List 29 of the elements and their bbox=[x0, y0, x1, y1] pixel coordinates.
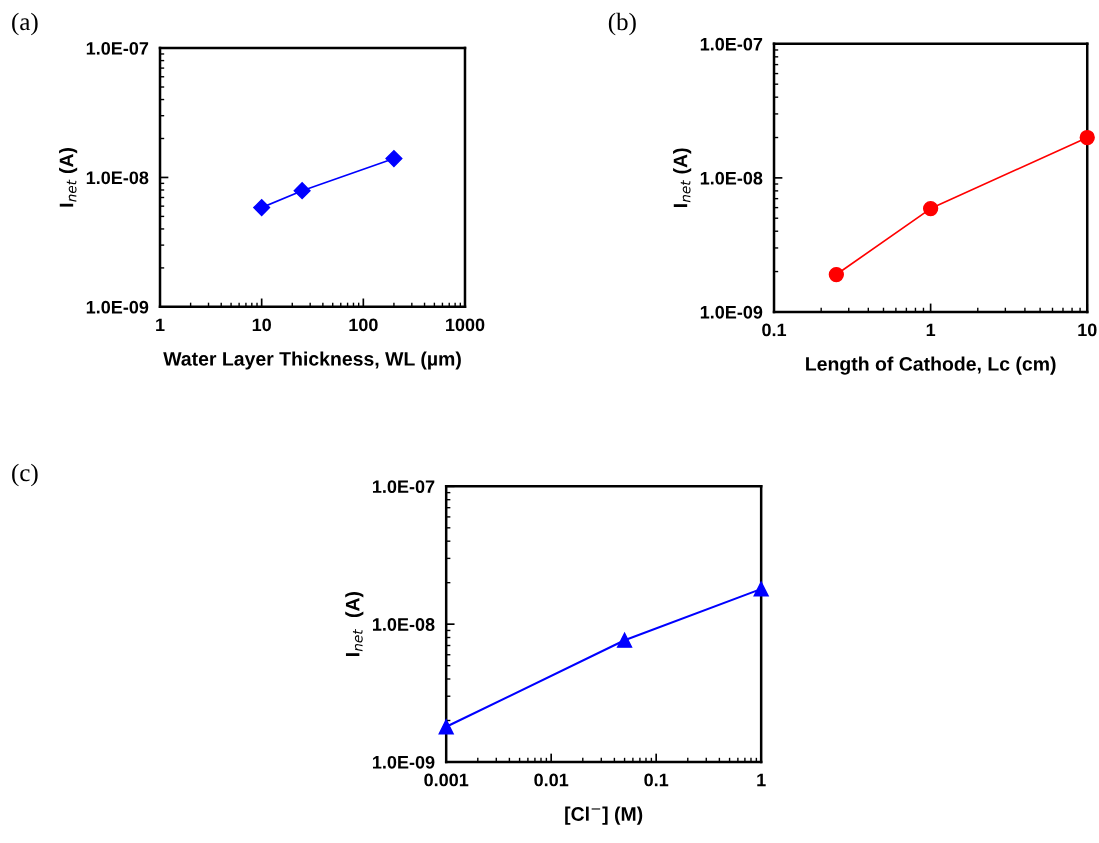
y-axis-title: I$_{net}$ (A) bbox=[345, 592, 364, 657]
y-tick-label: 1.0E-09 bbox=[700, 305, 763, 319]
text: (c) bbox=[12, 463, 38, 487]
y-tick-label: 1.0E-08 bbox=[700, 171, 763, 185]
x-tick-label: 1 bbox=[926, 323, 936, 337]
y-tick-label: 1.0E-07 bbox=[700, 37, 763, 51]
y-tick-label: 1.0E-08 bbox=[86, 171, 149, 185]
x-tick-label: 100 bbox=[349, 318, 378, 332]
y-tick-label: 1.0E-09 bbox=[86, 300, 149, 314]
x-axis-title: Water Layer Thickness, WL (µm) bbox=[163, 351, 461, 370]
x-tick-label: 10 bbox=[1078, 323, 1097, 337]
x-tick-label: 0.1 bbox=[644, 773, 669, 787]
y-axis-title: I$_{net}$ (A) bbox=[673, 148, 692, 207]
x-tick-label: 0.1 bbox=[762, 323, 787, 337]
x-axis-title: [Cl$^{−}$] (M) bbox=[565, 806, 643, 825]
x-tick-label: 10 bbox=[252, 318, 271, 332]
text: (a) bbox=[12, 12, 38, 36]
y-tick-label: 1.0E-07 bbox=[372, 480, 435, 494]
y-axis-title: I$_{net}$ (A) bbox=[59, 148, 78, 207]
x-tick-label: 1000 bbox=[446, 318, 485, 332]
x-tick-label: 1 bbox=[156, 318, 165, 332]
x-tick-label: 0.01 bbox=[534, 773, 569, 787]
x-axis-title: Length of Cathode, Lc (cm) bbox=[806, 356, 1056, 375]
x-tick-label: 1 bbox=[757, 773, 766, 787]
y-tick-label: 1.0E-08 bbox=[372, 618, 435, 631]
text: (b) bbox=[608, 12, 636, 36]
y-tick-label: 1.0E-09 bbox=[372, 755, 435, 769]
x-tick-label: 0.001 bbox=[424, 773, 469, 787]
y-tick-label: 1.0E-07 bbox=[86, 41, 149, 55]
